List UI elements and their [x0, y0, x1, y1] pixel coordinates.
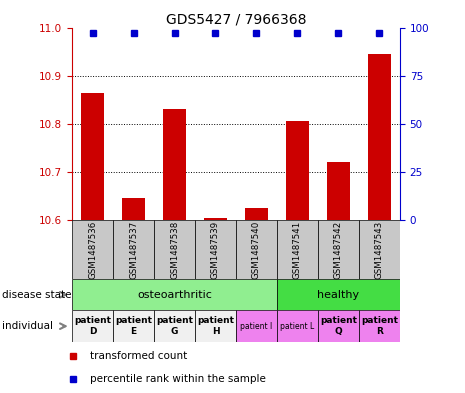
Bar	[359, 220, 400, 279]
Text: GSM1487542: GSM1487542	[334, 220, 343, 279]
Bar	[277, 220, 318, 279]
Text: transformed count: transformed count	[90, 351, 187, 361]
Text: GSM1487536: GSM1487536	[88, 220, 97, 279]
Bar	[154, 220, 195, 279]
Bar	[204, 218, 227, 220]
Title: GDS5427 / 7966368: GDS5427 / 7966368	[166, 12, 306, 26]
Text: GSM1487539: GSM1487539	[211, 220, 220, 279]
Text: disease state: disease state	[2, 290, 72, 300]
Text: patient L: patient L	[280, 322, 315, 331]
Bar	[318, 220, 359, 279]
Bar	[245, 208, 268, 220]
Bar	[72, 220, 113, 279]
Text: patient
G: patient G	[156, 316, 193, 336]
Text: patient I: patient I	[240, 322, 272, 331]
Text: osteoarthritic: osteoarthritic	[137, 290, 212, 300]
Bar	[163, 109, 186, 220]
Bar	[113, 310, 154, 342]
Bar	[236, 220, 277, 279]
Bar	[195, 310, 236, 342]
Text: patient
Q: patient Q	[320, 316, 357, 336]
Bar	[236, 310, 277, 342]
Text: percentile rank within the sample: percentile rank within the sample	[90, 374, 266, 384]
Text: healthy: healthy	[318, 290, 359, 300]
Bar	[72, 310, 113, 342]
Text: GSM1487540: GSM1487540	[252, 220, 261, 279]
Bar	[195, 220, 236, 279]
Bar	[113, 220, 154, 279]
Bar	[81, 92, 104, 220]
Bar	[154, 310, 195, 342]
Text: patient
H: patient H	[197, 316, 234, 336]
Bar	[327, 162, 350, 220]
Bar	[318, 310, 359, 342]
Text: individual: individual	[2, 321, 53, 331]
Text: GSM1487538: GSM1487538	[170, 220, 179, 279]
Text: patient
D: patient D	[74, 316, 111, 336]
Bar	[359, 310, 400, 342]
Bar	[122, 198, 145, 220]
Text: GSM1487537: GSM1487537	[129, 220, 138, 279]
Bar	[286, 121, 309, 220]
Text: patient
E: patient E	[115, 316, 152, 336]
Bar	[368, 54, 391, 220]
Bar	[277, 279, 400, 310]
Text: patient
R: patient R	[361, 316, 398, 336]
Bar	[277, 310, 318, 342]
Text: GSM1487543: GSM1487543	[375, 220, 384, 279]
Bar	[72, 279, 277, 310]
Text: GSM1487541: GSM1487541	[293, 220, 302, 279]
